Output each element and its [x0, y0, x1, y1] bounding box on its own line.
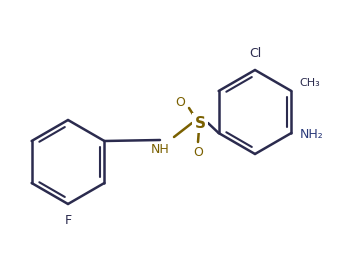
Text: CH₃: CH₃ — [299, 78, 320, 88]
Text: F: F — [65, 214, 72, 227]
Text: O: O — [175, 97, 185, 110]
Text: S: S — [194, 115, 206, 131]
Text: Cl: Cl — [249, 47, 261, 60]
Text: NH₂: NH₂ — [299, 129, 323, 142]
Text: O: O — [193, 146, 203, 159]
Text: NH: NH — [151, 143, 169, 156]
